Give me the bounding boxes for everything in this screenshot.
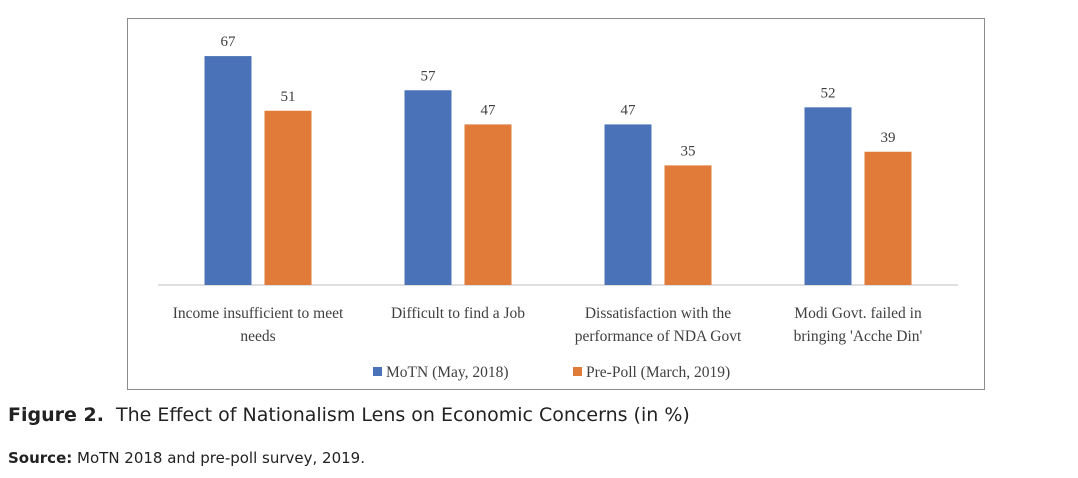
legend-label-motn: MoTN (May, 2018): [386, 364, 509, 381]
category-label-0-line-1: needs: [240, 328, 275, 345]
figure-title: The Effect of Nationalism Lens on Econom…: [116, 404, 690, 426]
category-label-3-line-0: Modi Govt. failed in: [794, 305, 922, 322]
category-label-2-line-0: Dissatisfaction with the: [585, 305, 731, 322]
category-label-3-line-1: bringing 'Acche Din': [794, 328, 923, 345]
bar-motn-1: [404, 90, 452, 285]
bar-prepoll-2: [664, 165, 712, 285]
category-label-2-line-1: performance of NDA Govt: [575, 328, 742, 345]
data-label-prepoll-1: 47: [481, 102, 497, 118]
data-label-motn-1: 57: [421, 68, 437, 84]
category-label-0-line-0: Income insufficient to meet: [173, 305, 344, 322]
data-label-prepoll-0: 51: [281, 89, 296, 105]
legend-swatch-prepoll: [573, 367, 582, 376]
data-label-prepoll-3: 39: [881, 130, 896, 146]
source-label: Source:: [8, 449, 73, 467]
data-label-prepoll-2: 35: [681, 143, 696, 159]
legend-label-prepoll: Pre-Poll (March, 2019): [586, 364, 730, 381]
bar-chart: 67 51 Income insufficient to meet needs 57 47…: [158, 34, 958, 381]
data-label-motn-3: 52: [821, 85, 836, 101]
figure-label: Figure 2.: [8, 404, 104, 426]
bar-motn-2: [604, 124, 652, 286]
figure-caption: Figure 2. The Effect of Nationalism Lens…: [8, 404, 690, 426]
bar-motn-3: [804, 107, 852, 285]
data-label-motn-0: 67: [221, 34, 237, 50]
bar-motn-0: [204, 56, 252, 286]
chart-frame: 67 51 Income insufficient to meet needs 57 47…: [127, 18, 985, 390]
bar-prepoll-1: [464, 124, 512, 286]
source-text: MoTN 2018 and pre-poll survey, 2019.: [77, 449, 365, 467]
bar-prepoll-0: [264, 110, 312, 285]
legend-swatch-motn: [373, 367, 382, 376]
source-note: Source: MoTN 2018 and pre-poll survey, 2…: [8, 449, 365, 467]
bar-prepoll-3: [864, 151, 912, 285]
data-label-motn-2: 47: [621, 102, 637, 118]
category-label-1-line-0: Difficult to find a Job: [391, 305, 525, 322]
